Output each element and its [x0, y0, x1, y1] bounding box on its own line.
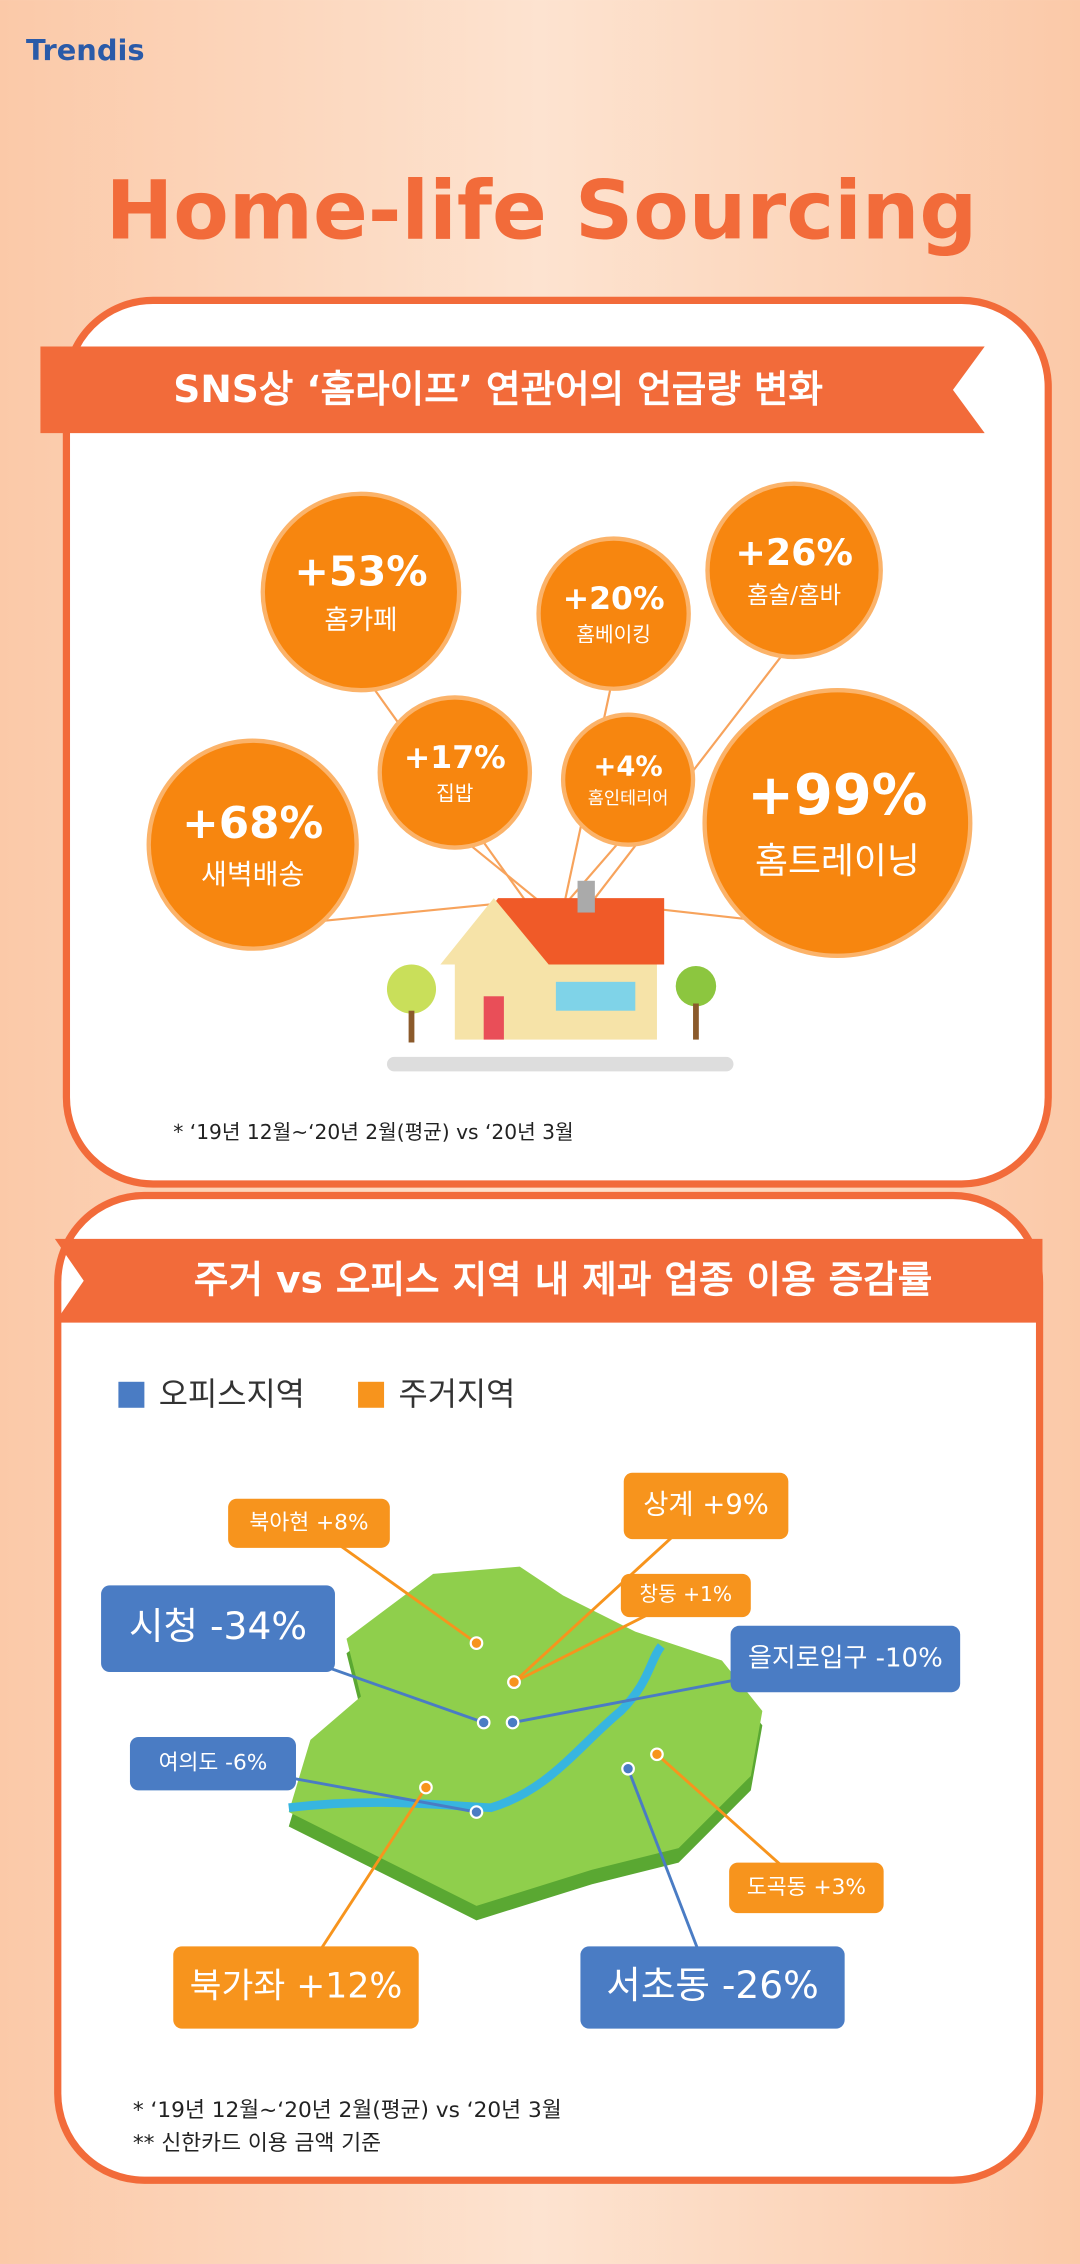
region-label: 도곡동 +3%: [747, 1875, 866, 1900]
region-dot: [507, 1675, 521, 1689]
footnote: ** 신한카드 이용 금액 기준: [133, 2131, 381, 2156]
bubble-value: +17%: [404, 740, 506, 776]
footnote: * ‘19년 12월~‘20년 2월(평균) vs ‘20년 3월: [133, 2098, 562, 2123]
region-box: [580, 1946, 845, 2029]
region-box: [129, 1736, 296, 1791]
region-label: 시청 -34%: [129, 1604, 307, 1648]
footnote: * ‘19년 12월~‘20년 2월(평균) vs ‘20년 3월: [173, 1120, 573, 1144]
bubble-label: 집밥: [436, 782, 473, 806]
region-box: [101, 1585, 335, 1672]
logo: Trendis: [26, 33, 145, 67]
ribbon: [54, 1238, 1043, 1323]
region-box: [620, 1573, 751, 1618]
map: [288, 1566, 763, 1921]
bubble: [536, 536, 691, 691]
ribbon: [40, 346, 985, 434]
bubble-value: +68%: [182, 798, 323, 849]
bubble-value: +26%: [735, 531, 853, 574]
region-dot: [469, 1636, 484, 1650]
region-box: [228, 1498, 390, 1548]
bubble: [705, 481, 883, 660]
legend-label: 오피스지역: [159, 1377, 305, 1413]
bubble: [146, 738, 359, 951]
section-heading: 주거 vs 오피스 지역 내 제과 업종 이용 증감률: [194, 1258, 932, 1302]
region-dot: [505, 1715, 520, 1730]
section-heading: SNS상 ‘홈라이프’ 연관어의 언급량 변화: [173, 367, 823, 411]
bubble-label: 홈트레이닝: [755, 841, 920, 882]
region-dot: [650, 1747, 664, 1762]
region-box: [730, 1625, 961, 1693]
region-box: [173, 1946, 419, 2029]
bubble: [377, 695, 533, 850]
bubble-value: +4%: [594, 752, 663, 783]
region-dot: [419, 1780, 433, 1795]
region-label: 북아현 +8%: [249, 1510, 368, 1535]
region-label: 을지로입구 -10%: [748, 1644, 943, 1674]
bubble-label: 새벽배송: [201, 858, 304, 891]
house: [386, 880, 734, 1072]
region-label: 상계 +9%: [643, 1489, 769, 1520]
title: Home-life Sourcing: [106, 165, 978, 259]
region-box: [623, 1472, 789, 1540]
bubble-label: 홈술/홈바: [747, 581, 841, 609]
legend-swatch: [118, 1381, 145, 1408]
region-label: 북가좌 +12%: [190, 1966, 403, 2006]
region-dot: [476, 1715, 491, 1730]
bubble: [702, 688, 973, 959]
bubble: [560, 712, 696, 847]
bubble-value: +99%: [747, 763, 927, 828]
region-box: [729, 1862, 884, 1914]
legend-label: 주거지역: [399, 1377, 516, 1413]
region-label: 창동 +1%: [640, 1582, 733, 1606]
bubble-value: +53%: [294, 547, 427, 595]
legend-swatch: [358, 1381, 385, 1408]
bubble-label: 홈베이킹: [576, 623, 651, 647]
bubble-label: 홈카페: [324, 605, 397, 636]
region-label: 서초동 -26%: [606, 1963, 818, 2007]
region-label: 여의도 -6%: [159, 1751, 268, 1776]
bubble-value: +20%: [563, 581, 665, 617]
bubble-label: 홈인테리어: [588, 789, 669, 809]
region-dot: [469, 1805, 484, 1819]
region-dot: [621, 1761, 635, 1776]
bubble: [260, 491, 462, 693]
